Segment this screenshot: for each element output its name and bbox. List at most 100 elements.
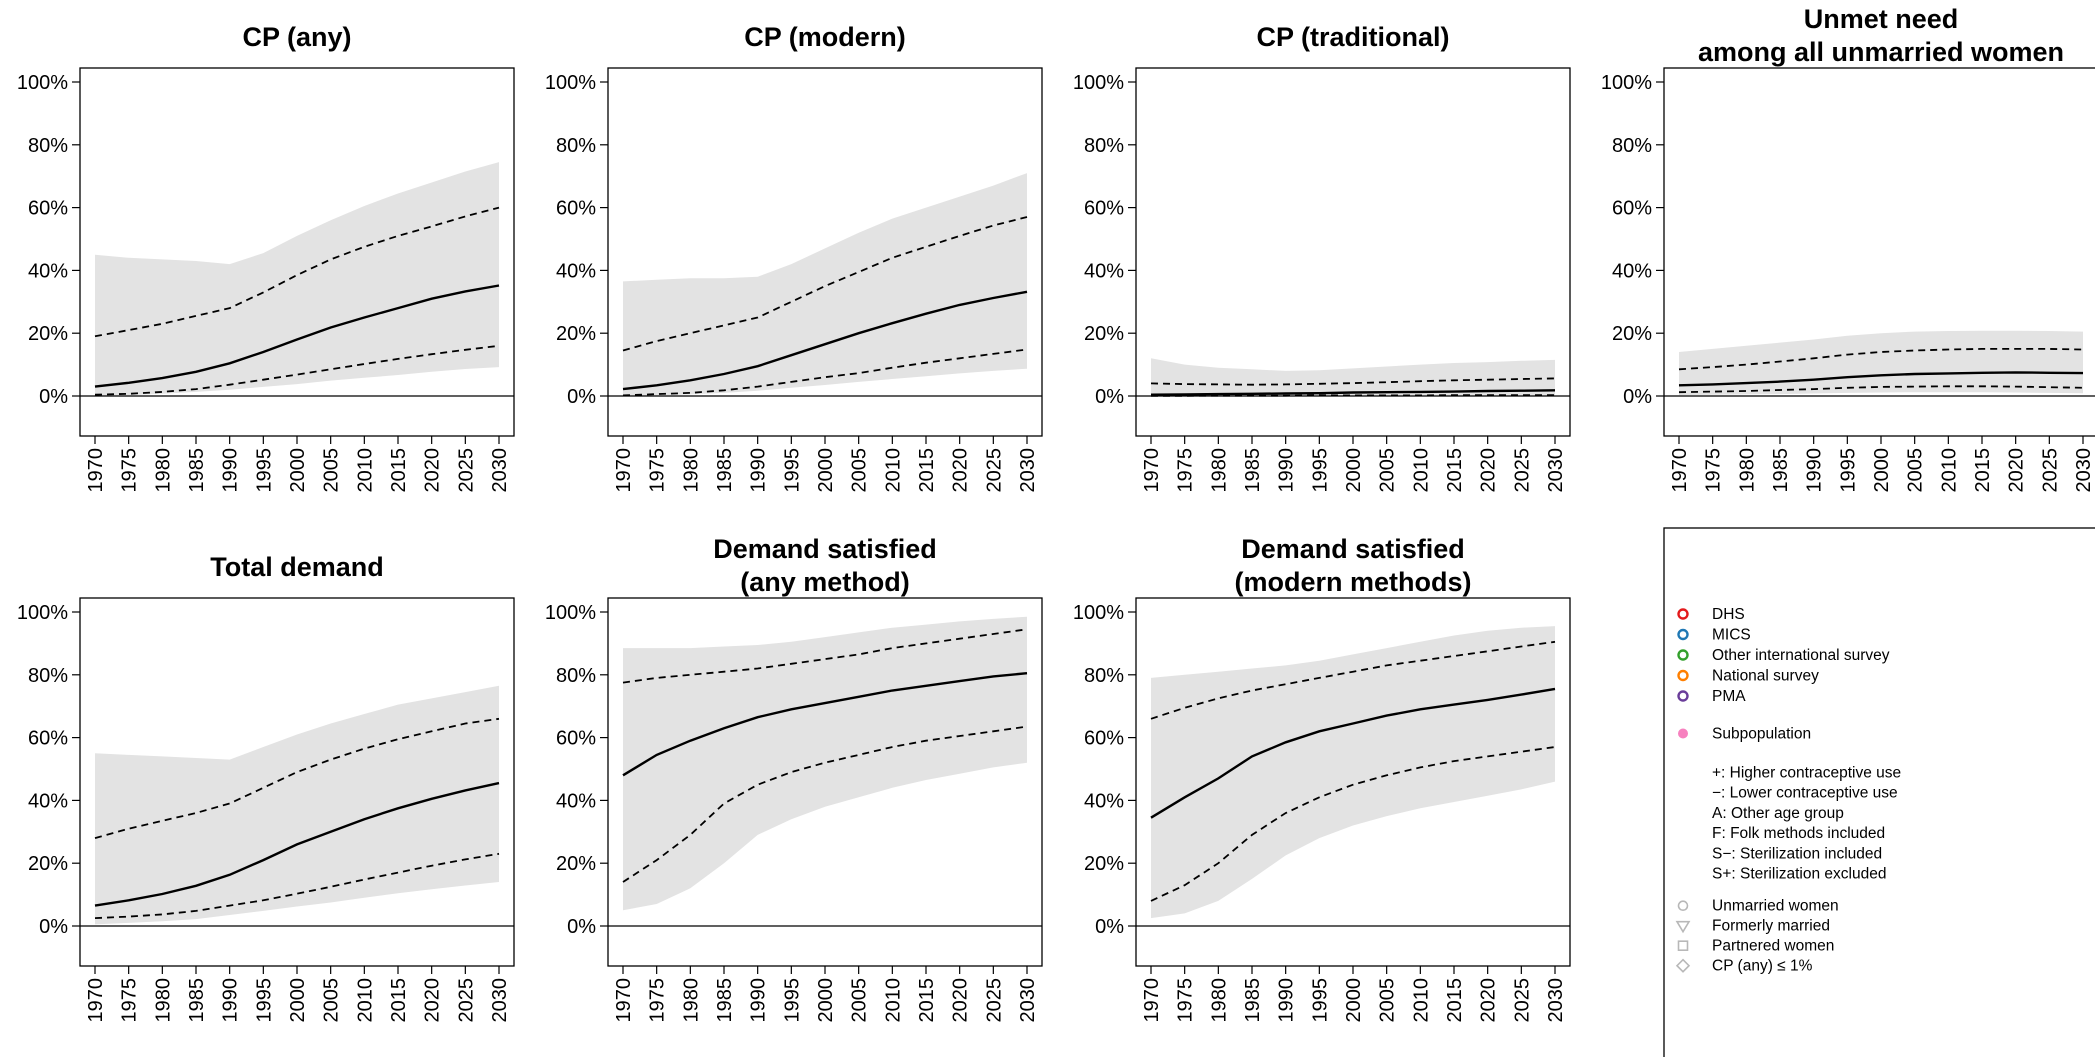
x-tick-label: 2015	[388, 448, 410, 493]
circle-icon	[1677, 690, 1689, 702]
legend-code-label: F: Folk methods included	[1712, 825, 1885, 842]
panel-title: among all unmarried women	[1698, 37, 2064, 67]
series-lower-80	[1151, 394, 1555, 397]
series-lower-80	[622, 725, 1028, 883]
series-median	[1150, 687, 1556, 819]
x-tick-label: 2020	[422, 978, 444, 1023]
x-tick-label: 1980	[1208, 448, 1230, 493]
y-tick-label: 40%	[556, 790, 596, 812]
legend-group-label: CP (any) ≤ 1%	[1712, 958, 1813, 975]
x-tick-label: 1995	[781, 448, 803, 493]
legend-source-label: PMA	[1712, 688, 1746, 705]
x-tick-label: 2005	[1377, 978, 1399, 1023]
legend-group-label: Formerly married	[1712, 918, 1830, 935]
circle-icon	[1677, 608, 1689, 620]
x-tick-label: 1970	[85, 978, 107, 1023]
x-tick-label: 2010	[882, 448, 904, 493]
x-tick-label: 1970	[1141, 448, 1163, 493]
circle-icon	[1677, 900, 1689, 912]
legend-code-label: S+: Sterilization excluded	[1712, 866, 1886, 883]
panel-7: 0% 20% 40% 60% 80% 100% 1970 1975 1980 1985 1990 19…	[1073, 534, 1571, 1023]
x-tick-label: 2025	[1511, 448, 1533, 493]
y-tick-label: 60%	[28, 198, 68, 220]
x-tick-label: 2020	[1478, 448, 1500, 493]
y-tick-label: 40%	[1084, 260, 1124, 282]
x-tick-label: 1980	[152, 978, 174, 1023]
interval-band-95	[95, 685, 499, 925]
y-tick-label: 60%	[1084, 728, 1124, 750]
panel-title: Demand satisfied	[1241, 534, 1465, 564]
series-median	[622, 672, 1028, 777]
x-tick-label: 2010	[1938, 448, 1960, 493]
x-tick-label: 1990	[220, 978, 242, 1023]
panel-title: Demand satisfied	[713, 534, 937, 564]
y-tick-label: 100%	[1601, 72, 1652, 94]
y-tick-label: 100%	[17, 602, 68, 624]
y-tick-label: 60%	[28, 728, 68, 750]
y-tick-label: 80%	[1612, 135, 1652, 157]
x-tick-label: 1970	[613, 448, 635, 493]
legend-source-label: MICS	[1712, 627, 1751, 644]
x-tick-label: 2005	[321, 448, 343, 493]
x-tick-label: 2020	[2006, 448, 2028, 493]
legend-source-label: Other international survey	[1712, 647, 1890, 664]
x-tick-label: 2000	[1343, 448, 1365, 493]
x-tick-label: 1985	[1242, 978, 1264, 1023]
y-tick-label: 80%	[1084, 135, 1124, 157]
y-tick-label: 20%	[1084, 853, 1124, 875]
x-tick-label: 1995	[253, 978, 275, 1023]
x-tick-label: 2005	[849, 448, 871, 493]
legend-box	[1663, 527, 2095, 1057]
y-tick-label: 100%	[545, 602, 596, 624]
y-tick-label: 80%	[28, 135, 68, 157]
y-tick-label: 100%	[545, 72, 596, 94]
x-tick-label: 1975	[1175, 448, 1197, 493]
series-median	[622, 290, 1028, 391]
panel-1: 0% 20% 40% 60% 80% 100% 1970 1975 1980 1985 1990 19…	[17, 22, 515, 493]
x-tick-label: 2015	[916, 978, 938, 1023]
panel-title: Unmet need	[1804, 4, 1959, 34]
y-tick-label: 80%	[556, 665, 596, 687]
series-upper-80	[1678, 348, 2084, 371]
x-tick-label: 1980	[1736, 448, 1758, 493]
x-tick-label: 1985	[186, 978, 208, 1023]
x-tick-label: 2005	[1905, 448, 1927, 493]
x-tick-label: 1995	[253, 448, 275, 493]
y-tick-label: 40%	[28, 260, 68, 282]
series-lower-80	[94, 344, 500, 396]
x-tick-label: 2015	[1444, 448, 1466, 493]
triangle-down-icon	[1675, 920, 1691, 934]
series-lower-80	[622, 348, 1028, 397]
x-tick-label: 1995	[1837, 448, 1859, 493]
y-tick-label: 20%	[28, 323, 68, 345]
square-icon	[1677, 940, 1689, 952]
x-tick-label: 2010	[354, 978, 376, 1023]
x-tick-label: 1985	[1770, 448, 1792, 493]
x-tick-label: 2025	[1511, 978, 1533, 1023]
series-lower-80	[1150, 746, 1556, 902]
x-tick-label: 2030	[1017, 448, 1039, 493]
panel-title: Total demand	[210, 552, 384, 582]
x-tick-label: 2010	[882, 978, 904, 1023]
x-tick-label: 2000	[287, 978, 309, 1023]
panel-title: CP (any)	[242, 22, 351, 52]
series-median	[1150, 389, 1556, 396]
x-tick-label: 1975	[119, 978, 141, 1023]
series-median	[94, 781, 500, 907]
y-tick-label: 20%	[1612, 323, 1652, 345]
legend-code-label: A: Other age group	[1712, 805, 1844, 822]
panel-2: 0% 20% 40% 60% 80% 100% 1970 1975 1980 1985 1990 19…	[545, 22, 1043, 493]
y-tick-label: 40%	[1612, 260, 1652, 282]
interval-band-95	[1151, 358, 1555, 396]
y-tick-label: 80%	[556, 135, 596, 157]
x-tick-label: 1975	[119, 448, 141, 493]
y-tick-label: 40%	[1084, 790, 1124, 812]
x-tick-label: 2000	[1343, 978, 1365, 1023]
series-median	[1678, 371, 2084, 387]
y-tick-label: 60%	[1612, 198, 1652, 220]
x-tick-label: 2020	[1478, 978, 1500, 1023]
x-tick-label: 1985	[186, 448, 208, 493]
x-tick-label: 2010	[354, 448, 376, 493]
x-tick-label: 1970	[85, 448, 107, 493]
y-tick-label: 60%	[1084, 198, 1124, 220]
